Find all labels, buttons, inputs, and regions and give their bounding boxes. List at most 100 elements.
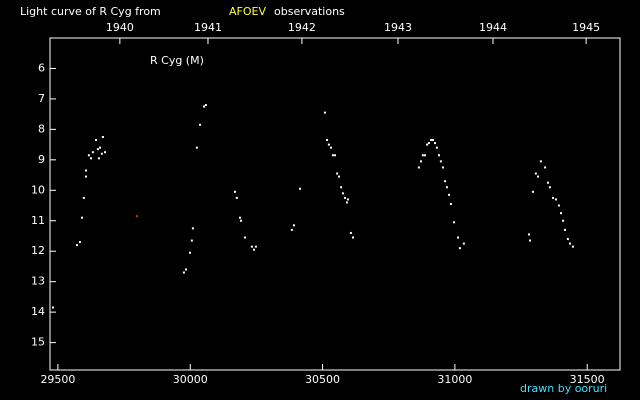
data-point: [547, 181, 550, 184]
data-point: [195, 146, 198, 149]
data-point: [191, 227, 194, 230]
data-point: [437, 154, 440, 157]
x2-tick-label: 1942: [288, 21, 316, 34]
data-point: [82, 196, 85, 199]
x2-tick-label: 1940: [106, 21, 134, 34]
data-point: [190, 239, 193, 242]
data-point: [458, 247, 461, 250]
y-tick-label: 6: [38, 61, 45, 74]
data-point: [453, 221, 456, 224]
data-point: [568, 242, 571, 245]
data-point: [423, 154, 426, 157]
data-point: [254, 245, 257, 248]
data-point: [431, 139, 434, 142]
data-point: [290, 228, 293, 231]
data-point: [185, 268, 188, 271]
y-tick-label: 8: [38, 122, 45, 135]
x2-tick-label: 1943: [384, 21, 412, 34]
x-tick-label: 31000: [437, 373, 472, 386]
data-point: [444, 180, 447, 183]
data-point: [327, 143, 330, 146]
data-point: [417, 166, 420, 169]
data-point: [182, 271, 185, 274]
data-point: [239, 216, 241, 219]
data-point: [441, 166, 444, 169]
data-point: [457, 236, 460, 239]
data-point: [562, 219, 565, 222]
data-point: [323, 111, 326, 114]
data-point: [534, 172, 537, 175]
x2-tick-label: 1941: [194, 21, 222, 34]
y-tick-label: 12: [31, 244, 45, 257]
data-point: [527, 233, 530, 236]
data-point: [548, 186, 551, 189]
data-point: [445, 186, 448, 189]
data-point: [84, 175, 87, 178]
data-point: [552, 196, 555, 199]
data-point: [100, 152, 103, 155]
data-point: [101, 135, 104, 138]
x-tick-label: 31500: [570, 373, 605, 386]
data-point: [341, 192, 344, 195]
data-point: [336, 172, 339, 175]
data-point: [334, 154, 336, 157]
chart-title-source: AFOEV: [229, 5, 266, 18]
data-point: [75, 244, 78, 247]
data-point: [426, 143, 429, 146]
data-point: [563, 228, 566, 231]
data-point: [104, 151, 107, 154]
plot-frame: [49, 37, 621, 371]
data-point: [421, 154, 424, 157]
x-tick-label: 30500: [305, 373, 340, 386]
x2-tick-label: 1944: [479, 21, 507, 34]
data-point: [448, 193, 451, 196]
y-tick-label: 7: [38, 92, 45, 105]
data-point: [430, 139, 433, 142]
data-point: [531, 190, 534, 193]
data-point: [544, 166, 547, 169]
x2-tick-label: 1945: [572, 21, 600, 34]
data-point: [557, 204, 560, 207]
data-point: [340, 186, 343, 189]
data-point: [351, 236, 354, 239]
data-point: [331, 154, 334, 157]
data-point: [435, 146, 438, 149]
x-tick-label: 29500: [40, 373, 75, 386]
data-point: [330, 146, 333, 149]
data-point: [462, 242, 465, 245]
data-point: [99, 146, 102, 149]
data-point: [420, 160, 423, 163]
data-point: [51, 306, 54, 309]
data-point: [95, 139, 98, 142]
y-tick-label: 13: [31, 275, 45, 288]
data-point: [204, 104, 207, 107]
data-point: [199, 123, 202, 126]
data-point: [87, 154, 90, 157]
data-point: [233, 190, 236, 193]
data-point: [566, 238, 569, 241]
data-point: [292, 224, 295, 227]
data-point: [529, 239, 532, 242]
data-point: [449, 203, 452, 205]
chart-title: Light curve of R Cyg from: [20, 5, 161, 18]
data-point: [188, 251, 191, 254]
data-point: [346, 198, 349, 201]
x-tick-label: 30000: [173, 373, 208, 386]
data-point: [91, 151, 94, 154]
data-point: [434, 142, 437, 145]
data-point: [253, 248, 256, 251]
credit: drawn by ooruri: [520, 382, 607, 395]
data-point: [90, 157, 93, 160]
y-tick-label: 9: [38, 153, 45, 166]
data-point: [439, 160, 442, 163]
data-point: [97, 157, 100, 160]
data-point: [559, 212, 562, 215]
data-point: [244, 236, 247, 239]
data-point: [299, 187, 302, 190]
y-tick-label: 15: [31, 336, 45, 349]
data-point: [554, 198, 557, 201]
data-point: [235, 196, 238, 199]
data-point: [240, 219, 243, 222]
data-point: [571, 245, 574, 248]
